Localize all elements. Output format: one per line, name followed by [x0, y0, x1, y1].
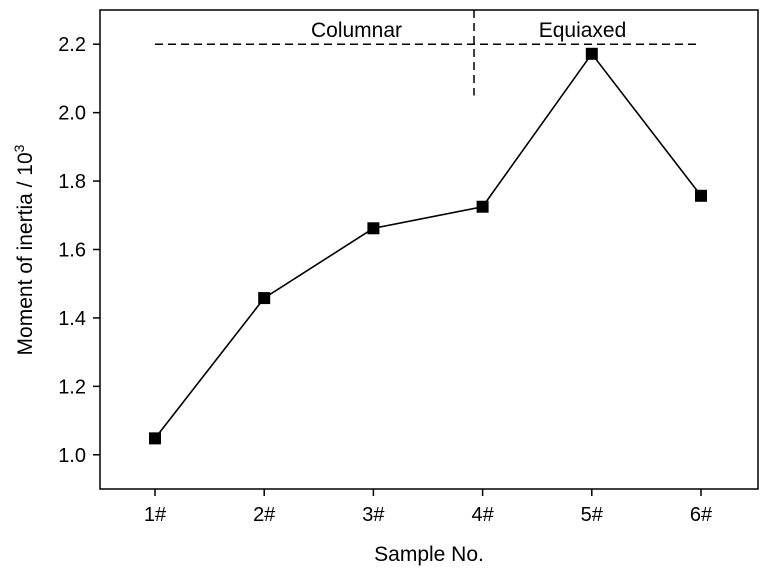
x-axis: 1# 2# 3# 4# 5# 6# [144, 489, 713, 526]
y-tick-label: 1.8 [58, 171, 86, 193]
data-point-marker [476, 200, 489, 213]
x-tick-label: 1# [144, 504, 167, 526]
y-tick-label: 1.0 [58, 445, 86, 467]
annotation-equiaxed: Equiaxed [539, 19, 627, 42]
x-tick-label: 2# [253, 504, 276, 526]
y-axis-title-exponent: 3 [11, 144, 27, 152]
y-axis-title-main: Moment of inertia / 10 [14, 152, 37, 355]
x-axis-title: Sample No. [374, 543, 484, 566]
data-point-marker [367, 222, 380, 235]
data-point-marker [258, 292, 271, 305]
annotation-columnar: Columnar [311, 19, 402, 42]
data-point-marker [149, 432, 161, 445]
data-point-marker [695, 189, 707, 202]
plot-frame [99, 9, 759, 490]
y-tick-label: 2.2 [58, 34, 86, 56]
y-tick-label: 2.0 [58, 103, 86, 125]
y-tick-label: 1.6 [58, 240, 86, 262]
region-annotations: Columnar Equiaxed [155, 10, 701, 96]
data-series [149, 47, 707, 445]
y-axis-title: Moment of inertia / 103 [11, 144, 37, 355]
y-tick-label: 1.2 [58, 376, 86, 398]
x-tick-label: 5# [581, 504, 604, 526]
series-line [154, 52, 702, 439]
y-tick-label: 1.4 [58, 308, 86, 330]
x-tick-label: 6# [690, 504, 713, 526]
x-tick-label: 4# [471, 504, 494, 526]
x-tick-label: 3# [362, 504, 385, 526]
data-point-marker [585, 47, 598, 60]
y-axis: 1.0 1.2 1.4 1.6 1.8 2.0 2.2 [58, 34, 100, 467]
